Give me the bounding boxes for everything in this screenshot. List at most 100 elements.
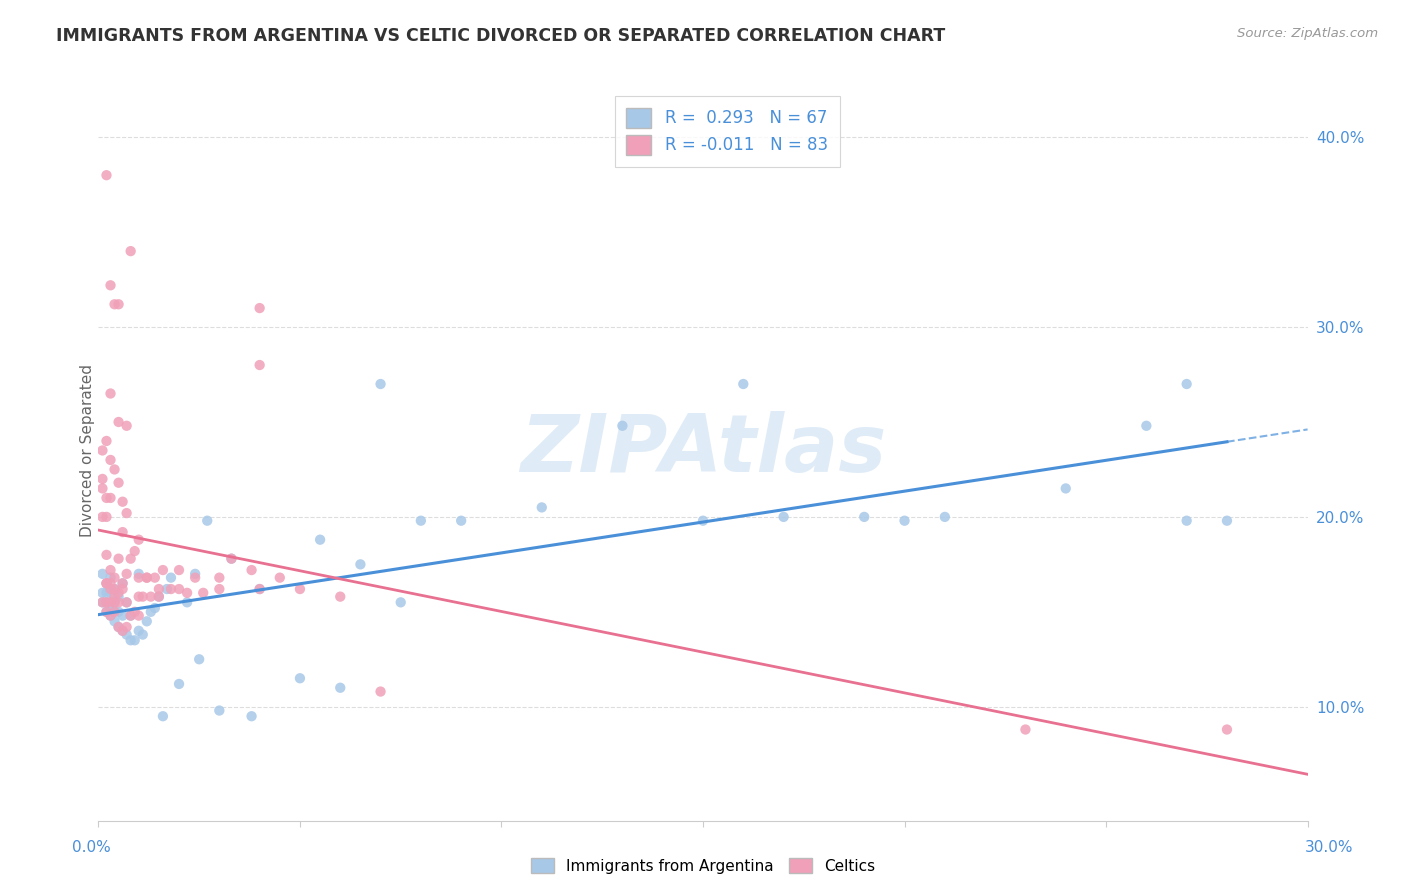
Point <box>249 358 271 372</box>
Point <box>115 566 138 581</box>
Point <box>128 566 150 581</box>
Text: 30.0%: 30.0% <box>1305 840 1353 855</box>
Point <box>96 509 118 524</box>
Point <box>148 582 170 596</box>
Point <box>329 590 352 604</box>
Point <box>160 582 183 596</box>
Point <box>143 601 166 615</box>
Point <box>96 576 118 591</box>
Text: IMMIGRANTS FROM ARGENTINA VS CELTIC DIVORCED OR SEPARATED CORRELATION CHART: IMMIGRANTS FROM ARGENTINA VS CELTIC DIVO… <box>56 27 945 45</box>
Point <box>167 563 190 577</box>
Point <box>96 576 118 591</box>
Point <box>530 500 553 515</box>
Point <box>128 624 150 638</box>
Point <box>1054 482 1077 496</box>
Point <box>240 563 263 577</box>
Point <box>120 633 142 648</box>
Point <box>103 582 125 596</box>
Point <box>124 544 146 558</box>
Point <box>103 590 125 604</box>
Point <box>115 595 138 609</box>
Point <box>103 595 125 609</box>
Point <box>96 605 118 619</box>
Point <box>934 509 956 524</box>
Point <box>309 533 332 547</box>
Point <box>329 681 352 695</box>
Point <box>111 624 134 638</box>
Point <box>1135 418 1157 433</box>
Point <box>103 297 125 311</box>
Point <box>184 571 207 585</box>
Point <box>100 608 122 623</box>
Point <box>893 514 915 528</box>
Point <box>91 472 114 486</box>
Text: ZIPAtlas: ZIPAtlas <box>520 411 886 490</box>
Point <box>115 506 138 520</box>
Point <box>91 566 114 581</box>
Point <box>115 620 138 634</box>
Point <box>193 586 215 600</box>
Point <box>120 244 142 259</box>
Point <box>772 509 794 524</box>
Point <box>139 590 162 604</box>
Point <box>96 576 118 591</box>
Point <box>103 462 125 476</box>
Point <box>103 615 125 629</box>
Point <box>349 558 371 572</box>
Point <box>249 582 271 596</box>
Point <box>103 582 125 596</box>
Point <box>733 377 755 392</box>
Point <box>107 590 129 604</box>
Point <box>107 620 129 634</box>
Point <box>111 494 134 508</box>
Point <box>128 571 150 585</box>
Point <box>1175 514 1198 528</box>
Point <box>100 595 122 609</box>
Point <box>120 608 142 623</box>
Point <box>111 576 134 591</box>
Point <box>96 586 118 600</box>
Point <box>1175 377 1198 392</box>
Point <box>111 576 134 591</box>
Point <box>128 590 150 604</box>
Point <box>111 582 134 596</box>
Point <box>167 582 190 596</box>
Point <box>288 671 311 685</box>
Point <box>100 563 122 577</box>
Point <box>1216 723 1239 737</box>
Point <box>100 582 122 596</box>
Point <box>100 386 122 401</box>
Point <box>120 551 142 566</box>
Point <box>103 605 125 619</box>
Point <box>124 605 146 619</box>
Point <box>132 590 155 604</box>
Point <box>100 576 122 591</box>
Point <box>100 278 122 293</box>
Point <box>107 586 129 600</box>
Point <box>135 571 157 585</box>
Point <box>111 525 134 540</box>
Point <box>115 595 138 609</box>
Point <box>148 590 170 604</box>
Text: 0.0%: 0.0% <box>72 840 111 855</box>
Point <box>221 551 243 566</box>
Point <box>160 571 183 585</box>
Point <box>249 582 271 596</box>
Point <box>100 453 122 467</box>
Point <box>612 418 634 433</box>
Point <box>91 509 114 524</box>
Point <box>409 514 432 528</box>
Point <box>107 297 129 311</box>
Point <box>96 491 118 505</box>
Point <box>1014 723 1036 737</box>
Point <box>100 608 122 623</box>
Point <box>91 482 114 496</box>
Point <box>249 301 271 315</box>
Point <box>115 627 138 641</box>
Point <box>100 586 122 600</box>
Point <box>156 582 179 596</box>
Point <box>107 415 129 429</box>
Y-axis label: Divorced or Separated: Divorced or Separated <box>80 364 94 537</box>
Text: Source: ZipAtlas.com: Source: ZipAtlas.com <box>1237 27 1378 40</box>
Point <box>132 627 155 641</box>
